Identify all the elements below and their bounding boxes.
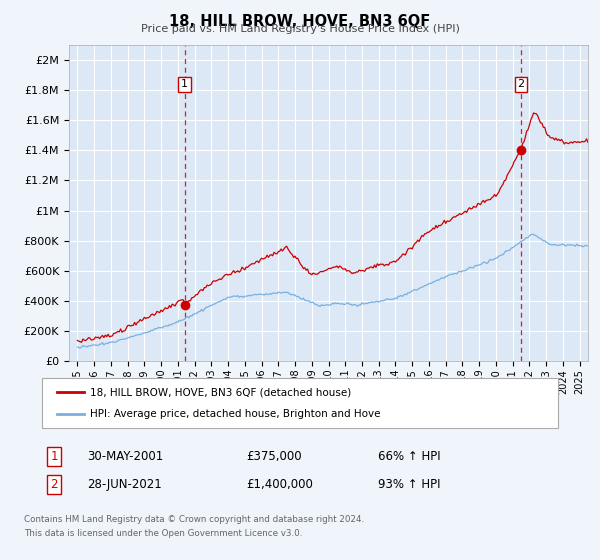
Text: 18, HILL BROW, HOVE, BN3 6QF (detached house): 18, HILL BROW, HOVE, BN3 6QF (detached h… [90, 387, 351, 397]
Text: 2: 2 [517, 80, 524, 90]
Text: This data is licensed under the Open Government Licence v3.0.: This data is licensed under the Open Gov… [24, 529, 302, 538]
Text: 2: 2 [50, 478, 58, 491]
Text: 28-JUN-2021: 28-JUN-2021 [87, 478, 162, 491]
Text: Contains HM Land Registry data © Crown copyright and database right 2024.: Contains HM Land Registry data © Crown c… [24, 515, 364, 524]
Text: £1,400,000: £1,400,000 [246, 478, 313, 491]
Text: 1: 1 [50, 450, 58, 463]
Text: Price paid vs. HM Land Registry's House Price Index (HPI): Price paid vs. HM Land Registry's House … [140, 24, 460, 34]
Text: HPI: Average price, detached house, Brighton and Hove: HPI: Average price, detached house, Brig… [90, 409, 380, 419]
Text: £375,000: £375,000 [246, 450, 302, 463]
Text: 66% ↑ HPI: 66% ↑ HPI [378, 450, 440, 463]
Text: 93% ↑ HPI: 93% ↑ HPI [378, 478, 440, 491]
Text: 30-MAY-2001: 30-MAY-2001 [87, 450, 163, 463]
Text: 18, HILL BROW, HOVE, BN3 6QF: 18, HILL BROW, HOVE, BN3 6QF [169, 14, 431, 29]
Text: 1: 1 [181, 80, 188, 90]
